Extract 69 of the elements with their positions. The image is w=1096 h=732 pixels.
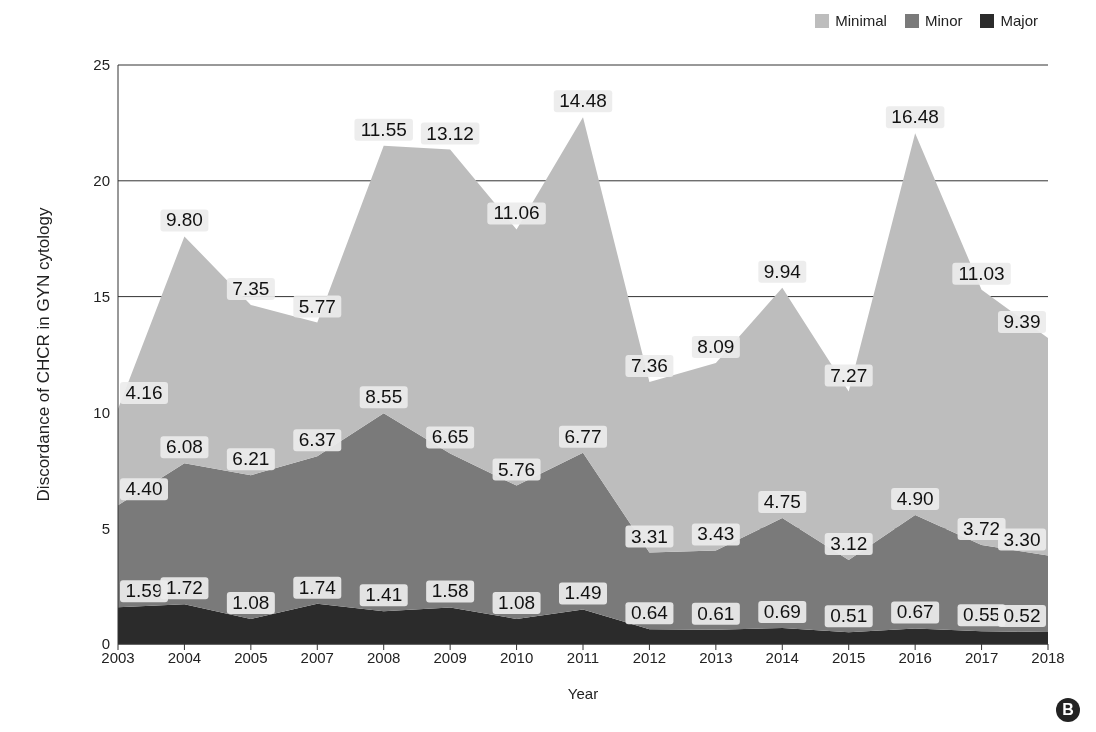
data-label: 6.77	[564, 425, 602, 447]
data-label: 11.55	[360, 118, 407, 140]
data-label: 9.80	[165, 209, 203, 231]
data-label: 0.67	[896, 601, 934, 623]
x-tick-label: 2007	[300, 648, 334, 666]
data-label: 3.31	[630, 525, 668, 547]
data-label: 7.35	[232, 277, 270, 299]
data-label: 7.27	[830, 364, 868, 386]
x-tick-label: 2013	[699, 648, 733, 666]
x-tick-label: 2015	[832, 648, 866, 666]
data-label: 1.08	[232, 591, 270, 613]
data-label: 5.77	[298, 295, 336, 317]
data-label: 4.16	[125, 381, 163, 403]
x-tick-label: 2017	[964, 648, 999, 666]
data-label: 0.64	[630, 602, 669, 624]
data-label: 3.12	[830, 532, 868, 554]
data-label: 16.48	[891, 106, 939, 128]
x-axis-title: Year	[567, 685, 599, 702]
data-label: 8.55	[365, 386, 403, 408]
data-label: 11.06	[493, 202, 540, 224]
data-label: 9.94	[763, 260, 802, 282]
data-label: 13.12	[426, 122, 474, 144]
data-label: 1.49	[564, 582, 602, 604]
x-tick-label: 2012	[632, 648, 667, 666]
data-label: 4.90	[896, 488, 934, 509]
x-tick-label: 2016	[898, 648, 932, 666]
data-label: 1.08	[498, 591, 536, 613]
data-label: 4.40	[125, 478, 163, 500]
data-label: 14.48	[559, 90, 607, 112]
x-tick-label: 2004	[167, 648, 202, 666]
data-label: 6.08	[165, 436, 203, 458]
data-label: 0.69	[763, 601, 801, 623]
y-tick-label: 15	[93, 287, 110, 305]
data-label: 3.72	[963, 518, 1001, 540]
data-label: 4.75	[763, 491, 801, 513]
x-tick-label: 2008	[367, 648, 401, 666]
data-label: 1.41	[365, 584, 403, 606]
legend-label: Major	[1000, 12, 1038, 29]
data-label: 1.72	[165, 577, 203, 599]
x-tick-label: 2005	[234, 648, 268, 666]
x-tick-label: 2011	[566, 648, 600, 666]
y-tick-label: 10	[93, 403, 110, 421]
y-axis-title: Discordance of CHCR in GYN cytology	[34, 207, 54, 502]
legend-label: Minor	[924, 12, 963, 29]
data-label: 6.65	[431, 426, 469, 448]
y-tick-label: 25	[93, 56, 110, 74]
data-label: 1.59	[125, 580, 163, 602]
x-tick-label: 2018	[1031, 648, 1065, 666]
data-label: 0.51	[830, 605, 868, 627]
x-tick-label: 2010	[499, 648, 534, 666]
y-tick-label: 20	[93, 172, 110, 190]
data-label: 11.03	[958, 262, 1005, 284]
data-label: 3.43	[697, 523, 735, 545]
legend-label: Minimal	[835, 12, 887, 29]
data-label: 0.55	[963, 604, 1001, 626]
data-label: 9.39	[1003, 311, 1041, 333]
x-tick-label: 2014	[765, 648, 799, 666]
data-label: 1.58	[431, 580, 469, 602]
data-label: 3.30	[1003, 528, 1041, 550]
data-label: 7.36	[630, 355, 668, 377]
data-label: 0.52	[1003, 604, 1041, 626]
data-label: 8.09	[697, 336, 735, 358]
data-label: 1.74	[298, 576, 337, 598]
y-tick-label: 5	[101, 519, 110, 537]
x-tick-label: 2009	[433, 648, 467, 666]
data-label: 6.21	[232, 448, 270, 470]
data-label: 5.76	[498, 458, 536, 480]
data-label: 6.37	[298, 429, 336, 451]
data-label: 0.61	[697, 602, 735, 624]
